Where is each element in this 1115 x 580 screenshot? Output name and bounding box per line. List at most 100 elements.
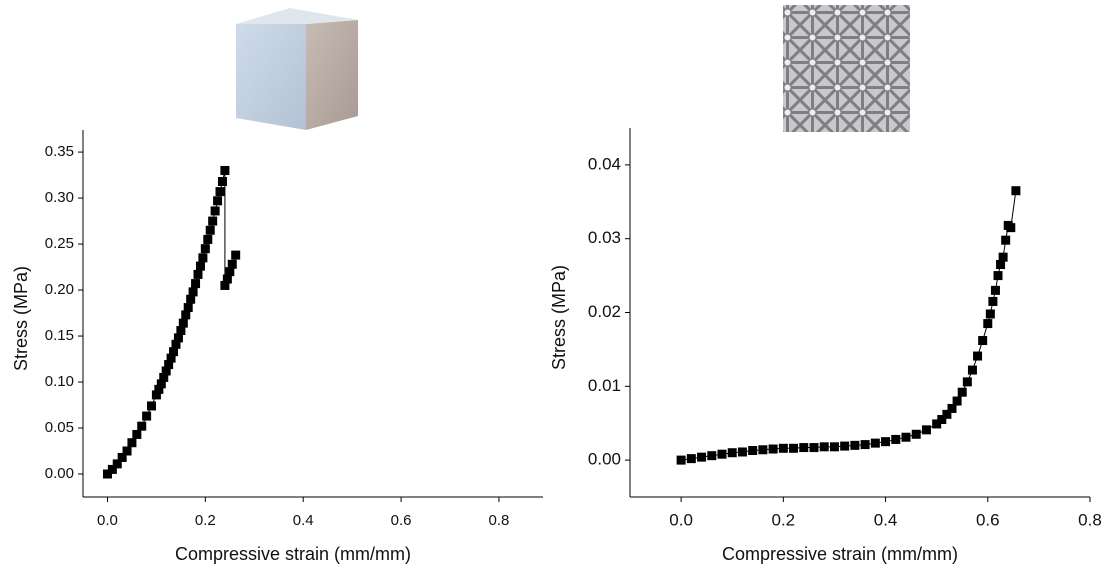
data-point xyxy=(829,442,839,452)
data-point xyxy=(799,443,809,453)
data-point xyxy=(191,279,201,289)
data-point xyxy=(208,216,218,226)
data-point xyxy=(819,442,829,452)
data-point xyxy=(1006,223,1016,233)
data-point xyxy=(952,396,962,406)
data-point xyxy=(932,419,942,429)
data-point xyxy=(967,365,977,375)
solid-cube-image xyxy=(236,8,358,130)
data-point xyxy=(198,253,208,263)
data-point xyxy=(178,318,188,328)
data-point xyxy=(166,353,176,363)
data-point xyxy=(778,443,788,453)
data-point xyxy=(993,271,1003,281)
data-point xyxy=(142,411,152,421)
data-point xyxy=(217,177,227,187)
data-point xyxy=(921,425,931,435)
data-point xyxy=(213,196,223,206)
y-tick-label: 0.15 xyxy=(45,327,74,344)
data-point xyxy=(220,280,230,290)
data-point xyxy=(186,294,196,304)
data-point xyxy=(222,274,232,284)
data-point xyxy=(727,448,737,458)
y-axis-label: Stress (MPa) xyxy=(549,265,569,370)
y-tick-label: 0.30 xyxy=(45,189,74,206)
data-point xyxy=(127,438,137,448)
data-point xyxy=(707,451,717,461)
data-point xyxy=(891,434,901,444)
data-point xyxy=(911,429,921,439)
data-point xyxy=(686,454,696,464)
data-point xyxy=(122,446,132,456)
data-point xyxy=(159,372,169,382)
y-tick-label: 0.01 xyxy=(588,376,621,395)
data-point xyxy=(985,309,995,319)
data-point xyxy=(176,326,186,336)
data-point xyxy=(227,259,237,269)
data-point xyxy=(137,421,147,431)
data-point xyxy=(998,252,1008,262)
data-point xyxy=(937,415,947,425)
data-point xyxy=(117,452,127,462)
data-point xyxy=(988,296,998,306)
y-tick-label: 0.05 xyxy=(45,419,74,436)
data-point xyxy=(957,387,967,397)
data-point xyxy=(983,319,993,329)
data-point xyxy=(717,449,727,459)
data-point xyxy=(758,445,768,455)
data-point xyxy=(151,390,161,400)
x-axis-label: Compressive strain (mm/mm) xyxy=(722,544,958,564)
data-point xyxy=(697,452,707,462)
data-point xyxy=(173,333,183,343)
y-tick-label: 0.20 xyxy=(45,281,74,298)
x-axis-label: Compressive strain (mm/mm) xyxy=(175,544,411,564)
data-point xyxy=(870,438,880,448)
x-tick-label: 0.4 xyxy=(874,510,898,529)
y-tick-label: 0.25 xyxy=(45,235,74,252)
data-line xyxy=(681,190,1017,461)
data-point xyxy=(231,250,241,260)
data-point xyxy=(748,446,758,456)
y-axis-label: Stress (MPa) xyxy=(11,266,31,371)
data-point xyxy=(147,401,157,411)
data-point xyxy=(132,429,142,439)
x-tick-label: 0.0 xyxy=(669,510,693,529)
data-point xyxy=(809,443,819,453)
data-point xyxy=(107,464,117,474)
y-tick-label: 0.02 xyxy=(588,302,621,321)
x-tick-label: 0.4 xyxy=(293,512,314,529)
data-point xyxy=(156,379,166,389)
data-point xyxy=(850,440,860,450)
data-point xyxy=(171,339,181,349)
data-point xyxy=(768,444,778,454)
y-tick-label: 0.00 xyxy=(45,465,74,482)
data-point xyxy=(210,206,220,216)
data-point xyxy=(181,310,191,320)
data-point xyxy=(205,225,215,235)
data-point xyxy=(193,269,203,279)
data-point xyxy=(737,447,747,457)
data-point xyxy=(676,455,686,465)
data-point xyxy=(901,432,911,442)
data-point xyxy=(1011,186,1021,196)
data-point xyxy=(942,409,952,419)
data-point xyxy=(161,366,171,376)
data-point xyxy=(154,384,164,394)
data-point xyxy=(188,287,198,297)
data-point xyxy=(225,267,235,277)
data-point xyxy=(996,260,1006,270)
x-tick-label: 0.8 xyxy=(489,512,510,529)
data-point xyxy=(990,285,1000,295)
data-point xyxy=(789,443,799,453)
x-tick-label: 0.0 xyxy=(97,512,118,529)
x-tick-label: 0.2 xyxy=(195,512,216,529)
data-point xyxy=(203,234,213,244)
data-point xyxy=(962,377,972,387)
data-point xyxy=(102,469,112,479)
data-point xyxy=(169,347,179,357)
data-point xyxy=(164,360,174,370)
y-tick-label: 0.10 xyxy=(45,373,74,390)
x-tick-label: 0.2 xyxy=(772,510,796,529)
data-point xyxy=(195,261,205,271)
